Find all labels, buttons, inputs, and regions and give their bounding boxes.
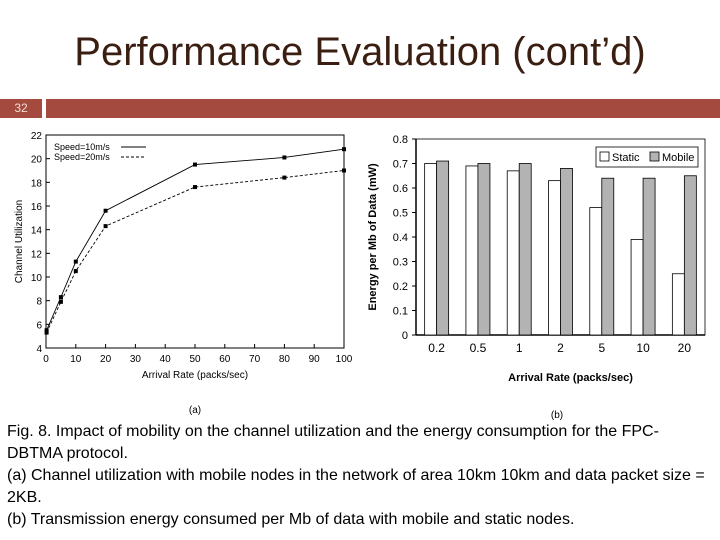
legend-swatch xyxy=(649,151,660,162)
x-tick-label: 70 xyxy=(249,354,261,365)
bar xyxy=(436,160,450,336)
slide-number: 32 xyxy=(0,99,42,118)
x-tick-label: 20 xyxy=(100,354,112,365)
bar xyxy=(506,170,520,336)
data-point xyxy=(58,299,63,304)
x-tick-label: 0.2 xyxy=(428,341,445,355)
y-tick-label: 0.1 xyxy=(393,306,408,318)
bar xyxy=(642,177,656,336)
y-tick-label: 18 xyxy=(31,178,43,189)
y-tick-label: 22 xyxy=(31,131,43,142)
bar xyxy=(560,168,573,336)
data-point xyxy=(73,269,78,274)
bar xyxy=(424,163,438,336)
y-tick-label: 14 xyxy=(31,226,43,237)
data-point xyxy=(58,295,63,300)
legend-label: Mobile xyxy=(662,152,694,164)
x-tick-label: 50 xyxy=(189,354,201,365)
energy-per-mb-chart: 0 0.1 0.2 0.3 0.4 0.5 0.6 0.7 0.8 0.2 0.5 1 2 5 10 20 Ar… xyxy=(367,134,706,420)
x-tick-label: 60 xyxy=(219,354,231,365)
data-point xyxy=(282,175,287,180)
y-tick-label: 8 xyxy=(36,297,42,308)
y-tick-label: 12 xyxy=(31,249,43,260)
legend-label: Static xyxy=(612,152,640,164)
legend-label: Speed=10m/s xyxy=(54,142,110,152)
x-tick-label: 80 xyxy=(279,354,291,365)
title-accent-bar xyxy=(46,99,720,118)
data-point xyxy=(44,330,49,335)
figure-caption: Fig. 8. Impact of mobility on the channe… xyxy=(7,421,713,531)
y-tick-label: 10 xyxy=(31,273,43,284)
data-point xyxy=(103,208,108,213)
y-tick-label: 0.4 xyxy=(393,232,408,244)
data-point xyxy=(103,224,108,229)
data-point xyxy=(44,328,49,333)
caption-line-2: (a) Channel utilization with mobile node… xyxy=(7,467,705,506)
x-tick-label: 30 xyxy=(130,354,142,365)
plot-frame xyxy=(45,134,345,349)
x-tick-label: 10 xyxy=(70,354,82,365)
legend-box xyxy=(595,146,699,168)
y-tick-label: 0.5 xyxy=(393,208,408,220)
y-axis-label: Channel Utilization xyxy=(14,200,25,283)
caption-line-3: (b) Transmission energy consumed per Mb … xyxy=(7,511,575,528)
x-tick-label: 40 xyxy=(160,354,172,365)
x-tick-label: 0 xyxy=(43,354,49,365)
y-tick-label: 0.2 xyxy=(393,281,408,293)
data-point xyxy=(342,147,346,152)
x-tick-label: 5 xyxy=(598,341,605,355)
chart-a-label: (a) xyxy=(189,405,201,416)
chart-b-label: (b) xyxy=(551,410,563,420)
bar xyxy=(630,239,644,336)
data-point xyxy=(193,162,197,167)
x-tick-label: 10 xyxy=(636,341,650,355)
slide-title: Performance Evaluation (cont’d) xyxy=(74,30,646,74)
x-tick-label: 90 xyxy=(309,354,321,365)
bar xyxy=(683,175,697,336)
x-tick-label: 0.5 xyxy=(470,341,487,355)
y-tick-label: 0.8 xyxy=(393,134,408,146)
bar xyxy=(465,165,479,336)
y-tick-label: 16 xyxy=(31,202,43,213)
x-tick-label: 2 xyxy=(557,341,564,355)
y-tick-label: 0.6 xyxy=(393,183,408,195)
y-tick-label: 0 xyxy=(402,330,408,342)
x-axis-label: Arrival Rate (packs/sec) xyxy=(508,372,633,384)
y-tick-label: 0.3 xyxy=(393,257,408,269)
data-point xyxy=(282,155,287,160)
y-tick-label: 6 xyxy=(36,320,42,331)
bar xyxy=(601,177,615,336)
legend-swatch xyxy=(599,151,610,162)
bar xyxy=(589,207,603,336)
y-axis-label: Energy per Mb of Data (mW) xyxy=(367,163,379,311)
data-point xyxy=(193,185,197,190)
bar xyxy=(548,180,561,336)
data-point xyxy=(73,259,78,264)
y-tick-label: 20 xyxy=(31,155,43,166)
legend-label: Speed=20m/s xyxy=(54,152,110,162)
bar xyxy=(518,163,532,336)
y-tick-label: 0.7 xyxy=(393,159,408,171)
caption-line-1: Fig. 8. Impact of mobility on the channe… xyxy=(7,423,659,462)
channel-utilization-chart: 4 6 8 10 12 14 16 18 20 22 0 10 20 30 40 50 60 70 80 90 100 A… xyxy=(14,131,353,416)
bar xyxy=(671,273,685,336)
y-tick-label: 4 xyxy=(36,344,42,355)
data-point xyxy=(342,168,346,173)
x-tick-label: 100 xyxy=(336,354,353,365)
x-tick-label: 20 xyxy=(678,341,692,355)
x-axis-label: Arrival Rate (packs/sec) xyxy=(142,370,248,381)
x-tick-label: 1 xyxy=(516,341,523,355)
bar xyxy=(477,163,491,336)
